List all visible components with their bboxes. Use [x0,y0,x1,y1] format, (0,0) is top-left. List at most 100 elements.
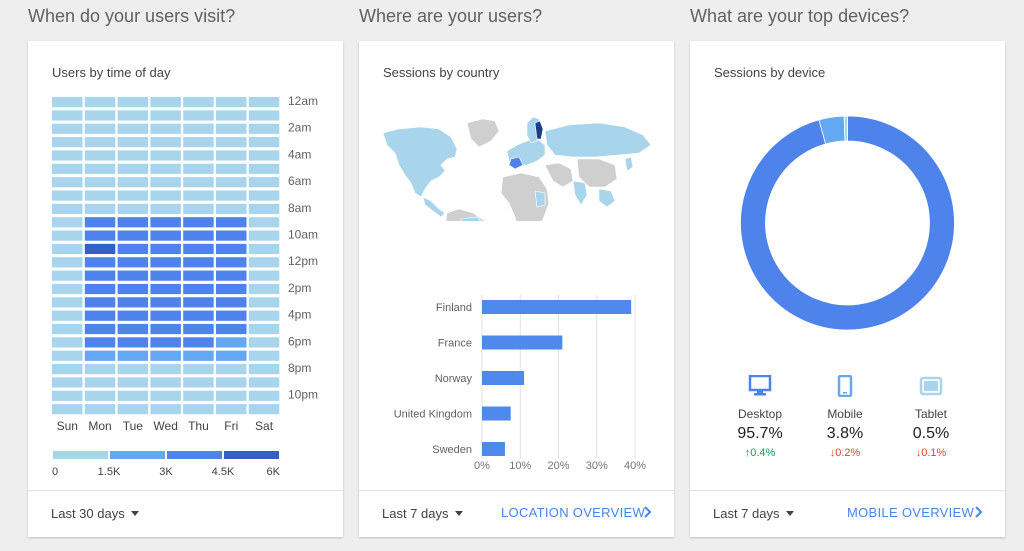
heatmap-cell[interactable] [150,270,181,281]
heatmap-cell[interactable] [84,404,116,415]
heatmap-cell[interactable] [52,97,83,108]
heatmap-cell[interactable] [117,177,149,188]
heatmap-cell[interactable] [84,203,116,214]
heatmap-cell[interactable] [216,283,247,295]
heatmap-cell[interactable] [183,390,214,401]
country-bar[interactable] [482,371,525,385]
heatmap-cell[interactable] [117,350,149,361]
heatmap-cell[interactable] [150,404,181,415]
date-range-dropdown[interactable]: Last 30 days [51,506,139,521]
heatmap-cell[interactable] [183,364,214,375]
heatmap-cell[interactable] [117,283,149,295]
heatmap-cell[interactable] [183,190,214,201]
heatmap-cell[interactable] [52,297,83,308]
date-range-dropdown[interactable]: Last 7 days [713,506,794,521]
heatmap-cell[interactable] [150,97,181,108]
heatmap-cell[interactable] [183,123,214,134]
heatmap-cell[interactable] [216,110,247,121]
heatmap-cell[interactable] [248,110,280,121]
heatmap-cell[interactable] [52,123,83,134]
heatmap-cell[interactable] [248,230,280,241]
heatmap-cell[interactable] [183,110,214,121]
heatmap-cell[interactable] [183,337,214,348]
heatmap-cell[interactable] [117,257,149,268]
heatmap-cell[interactable] [84,243,116,255]
world-map[interactable] [359,41,674,221]
heatmap-cell[interactable] [248,377,280,388]
heatmap-cell[interactable] [150,203,181,214]
date-range-dropdown[interactable]: Last 7 days [382,506,463,521]
heatmap-cell[interactable] [150,257,181,268]
heatmap-cell[interactable] [117,310,149,321]
heatmap-cell[interactable] [150,110,181,121]
heatmap-cell[interactable] [52,350,83,361]
heatmap-cell[interactable] [84,137,116,148]
heatmap-cell[interactable] [150,350,181,361]
heatmap-cell[interactable] [248,390,280,401]
heatmap-cell[interactable] [183,350,214,361]
heatmap-cell[interactable] [150,310,181,321]
heatmap-cell[interactable] [150,364,181,375]
heatmap-cell[interactable] [216,163,247,174]
heatmap-cell[interactable] [216,230,247,241]
heatmap-cell[interactable] [150,137,181,148]
heatmap-cell[interactable] [117,217,149,228]
heatmap-cell[interactable] [216,203,247,214]
heatmap-cell[interactable] [216,177,247,188]
heatmap-cell[interactable] [248,97,280,108]
heatmap-cell[interactable] [117,137,149,148]
heatmap-cell[interactable] [150,150,181,161]
heatmap-cell[interactable] [84,297,116,308]
heatmap-cell[interactable] [216,123,247,134]
heatmap-cell[interactable] [52,323,83,335]
heatmap-cell[interactable] [84,97,116,108]
heatmap-cell[interactable] [183,243,214,255]
heatmap-cell[interactable] [117,163,149,174]
heatmap-cell[interactable] [248,297,280,308]
heatmap-cell[interactable] [84,283,116,295]
heatmap-cell[interactable] [216,364,247,375]
heatmap-cell[interactable] [248,323,280,335]
heatmap-cell[interactable] [150,377,181,388]
heatmap-cell[interactable] [84,350,116,361]
heatmap-cell[interactable] [52,257,83,268]
heatmap-cell[interactable] [52,150,83,161]
heatmap-cell[interactable] [183,217,214,228]
heatmap-cell[interactable] [216,350,247,361]
heatmap-cell[interactable] [84,377,116,388]
heatmap-cell[interactable] [52,310,83,321]
heatmap-cell[interactable] [183,283,214,295]
heatmap-cell[interactable] [248,217,280,228]
heatmap-cell[interactable] [52,203,83,214]
heatmap-cell[interactable] [150,163,181,174]
heatmap-cell[interactable] [150,337,181,348]
heatmap-cell[interactable] [150,190,181,201]
heatmap-cell[interactable] [216,217,247,228]
heatmap-cell[interactable] [117,323,149,335]
heatmap-cell[interactable] [248,243,280,255]
heatmap-cell[interactable] [248,190,280,201]
heatmap-cell[interactable] [183,404,214,415]
heatmap-cell[interactable] [150,123,181,134]
heatmap-cell[interactable] [248,163,280,174]
heatmap-cell[interactable] [84,257,116,268]
heatmap-cell[interactable] [183,323,214,335]
donut-slice-tablet[interactable] [843,115,848,142]
heatmap-cell[interactable] [84,270,116,281]
heatmap-cell[interactable] [216,97,247,108]
heatmap-cell[interactable] [84,337,116,348]
heatmap-cell[interactable] [150,177,181,188]
heatmap-cell[interactable] [52,230,83,241]
heatmap-cell[interactable] [84,310,116,321]
country-bar[interactable] [482,335,563,350]
heatmap-cell[interactable] [150,323,181,335]
heatmap-cell[interactable] [216,390,247,401]
heatmap-cell[interactable] [52,163,83,174]
heatmap-cell[interactable] [248,123,280,134]
country-bar[interactable] [482,406,511,421]
donut-slice-desktop[interactable] [740,115,955,331]
heatmap-cell[interactable] [150,217,181,228]
location-overview-link[interactable]: LOCATION OVERVIEW [501,505,646,520]
heatmap-cell[interactable] [248,404,280,415]
heatmap-cell[interactable] [117,337,149,348]
